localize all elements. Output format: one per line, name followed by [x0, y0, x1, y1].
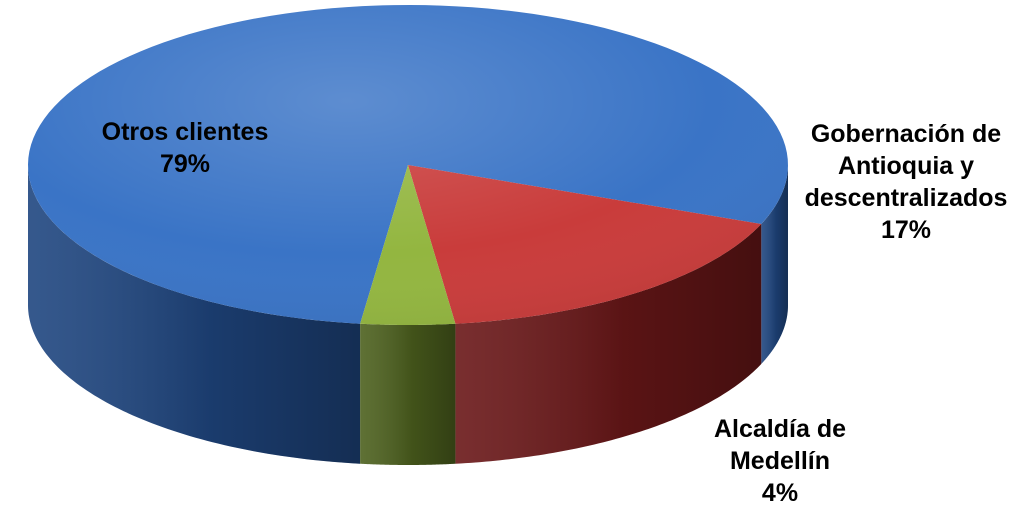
pie-side-shade-otros-clientes	[28, 165, 361, 464]
pie-side-shade-alcaldia-de-medellin	[360, 323, 456, 465]
slice-percent-otros-clientes: 79%	[160, 150, 210, 178]
pie-sides	[28, 165, 788, 465]
slice-label-line: Medellín	[730, 447, 830, 475]
slice-label-line: Gobernación de	[811, 120, 1001, 148]
slice-label-line: Antioquia y	[838, 152, 974, 180]
slice-label-line: descentralizados	[805, 184, 1008, 212]
slice-label-line: Alcaldía de	[714, 415, 846, 443]
pie-top	[28, 5, 788, 325]
pie-labels: Otros clientes 79% Gobernación de Antioquia…	[102, 118, 1008, 505]
pie-side-shade-gobernacion-de-antioquia-y-descentralizados	[455, 223, 762, 464]
pie-side-shade-otros-clientes	[761, 165, 788, 364]
slice-label-alcaldia-de-medellin: Alcaldía de Medellín 4%	[714, 415, 846, 505]
slice-label-gobernacion-de-antioquia-y-descentralizados: Gobernación de Antioquia y descentralizado…	[805, 120, 1008, 244]
slice-label-line: Otros clientes	[102, 118, 269, 146]
slice-percent-gobernacion-de-antioquia-y-descentralizados: 17%	[881, 216, 931, 244]
pie-top-shine	[28, 5, 788, 325]
slice-percent-alcaldia-de-medellin: 4%	[762, 479, 798, 505]
slice-label-otros-clientes: Otros clientes 79%	[102, 118, 269, 178]
